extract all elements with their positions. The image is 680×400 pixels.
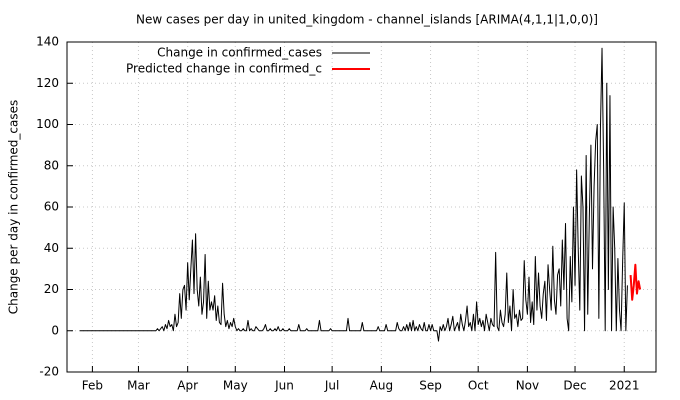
x-tick-label: Nov (516, 379, 539, 393)
x-tick-label: Oct (468, 379, 489, 393)
x-tick-label: Aug (370, 379, 393, 393)
y-tick-label: -20 (39, 365, 59, 379)
y-tick-label: 100 (36, 117, 59, 131)
chart-title: New cases per day in united_kingdom - ch… (136, 13, 598, 27)
y-tick-label: 60 (44, 200, 59, 214)
x-tick-label: Feb (82, 379, 103, 393)
y-tick-label: 20 (44, 282, 59, 296)
data-line (79, 47, 628, 342)
y-axis-label: Change per day in confirmed_cases (7, 100, 21, 315)
x-tick-label: Dec (563, 379, 586, 393)
x-tick-label: Jun (274, 379, 294, 393)
data-line (629, 263, 642, 301)
plot-frame (66, 41, 657, 373)
y-tick-label: 0 (51, 323, 59, 337)
legend-label: Change in confirmed_cases (157, 46, 322, 60)
y-tick-label: 140 (36, 35, 59, 49)
x-tick-label: Apr (177, 379, 198, 393)
x-tick-label: May (223, 379, 248, 393)
x-tick-label: Jul (324, 379, 339, 393)
x-tick-label: 2021 (609, 379, 640, 393)
y-tick-label: 120 (36, 76, 59, 90)
legend-label: Predicted change in confirmed_c (126, 62, 322, 76)
y-tick-label: 80 (44, 158, 59, 172)
x-tick-label: Mar (127, 379, 150, 393)
x-tick-label: Sep (419, 379, 442, 393)
y-tick-label: 40 (44, 241, 59, 255)
